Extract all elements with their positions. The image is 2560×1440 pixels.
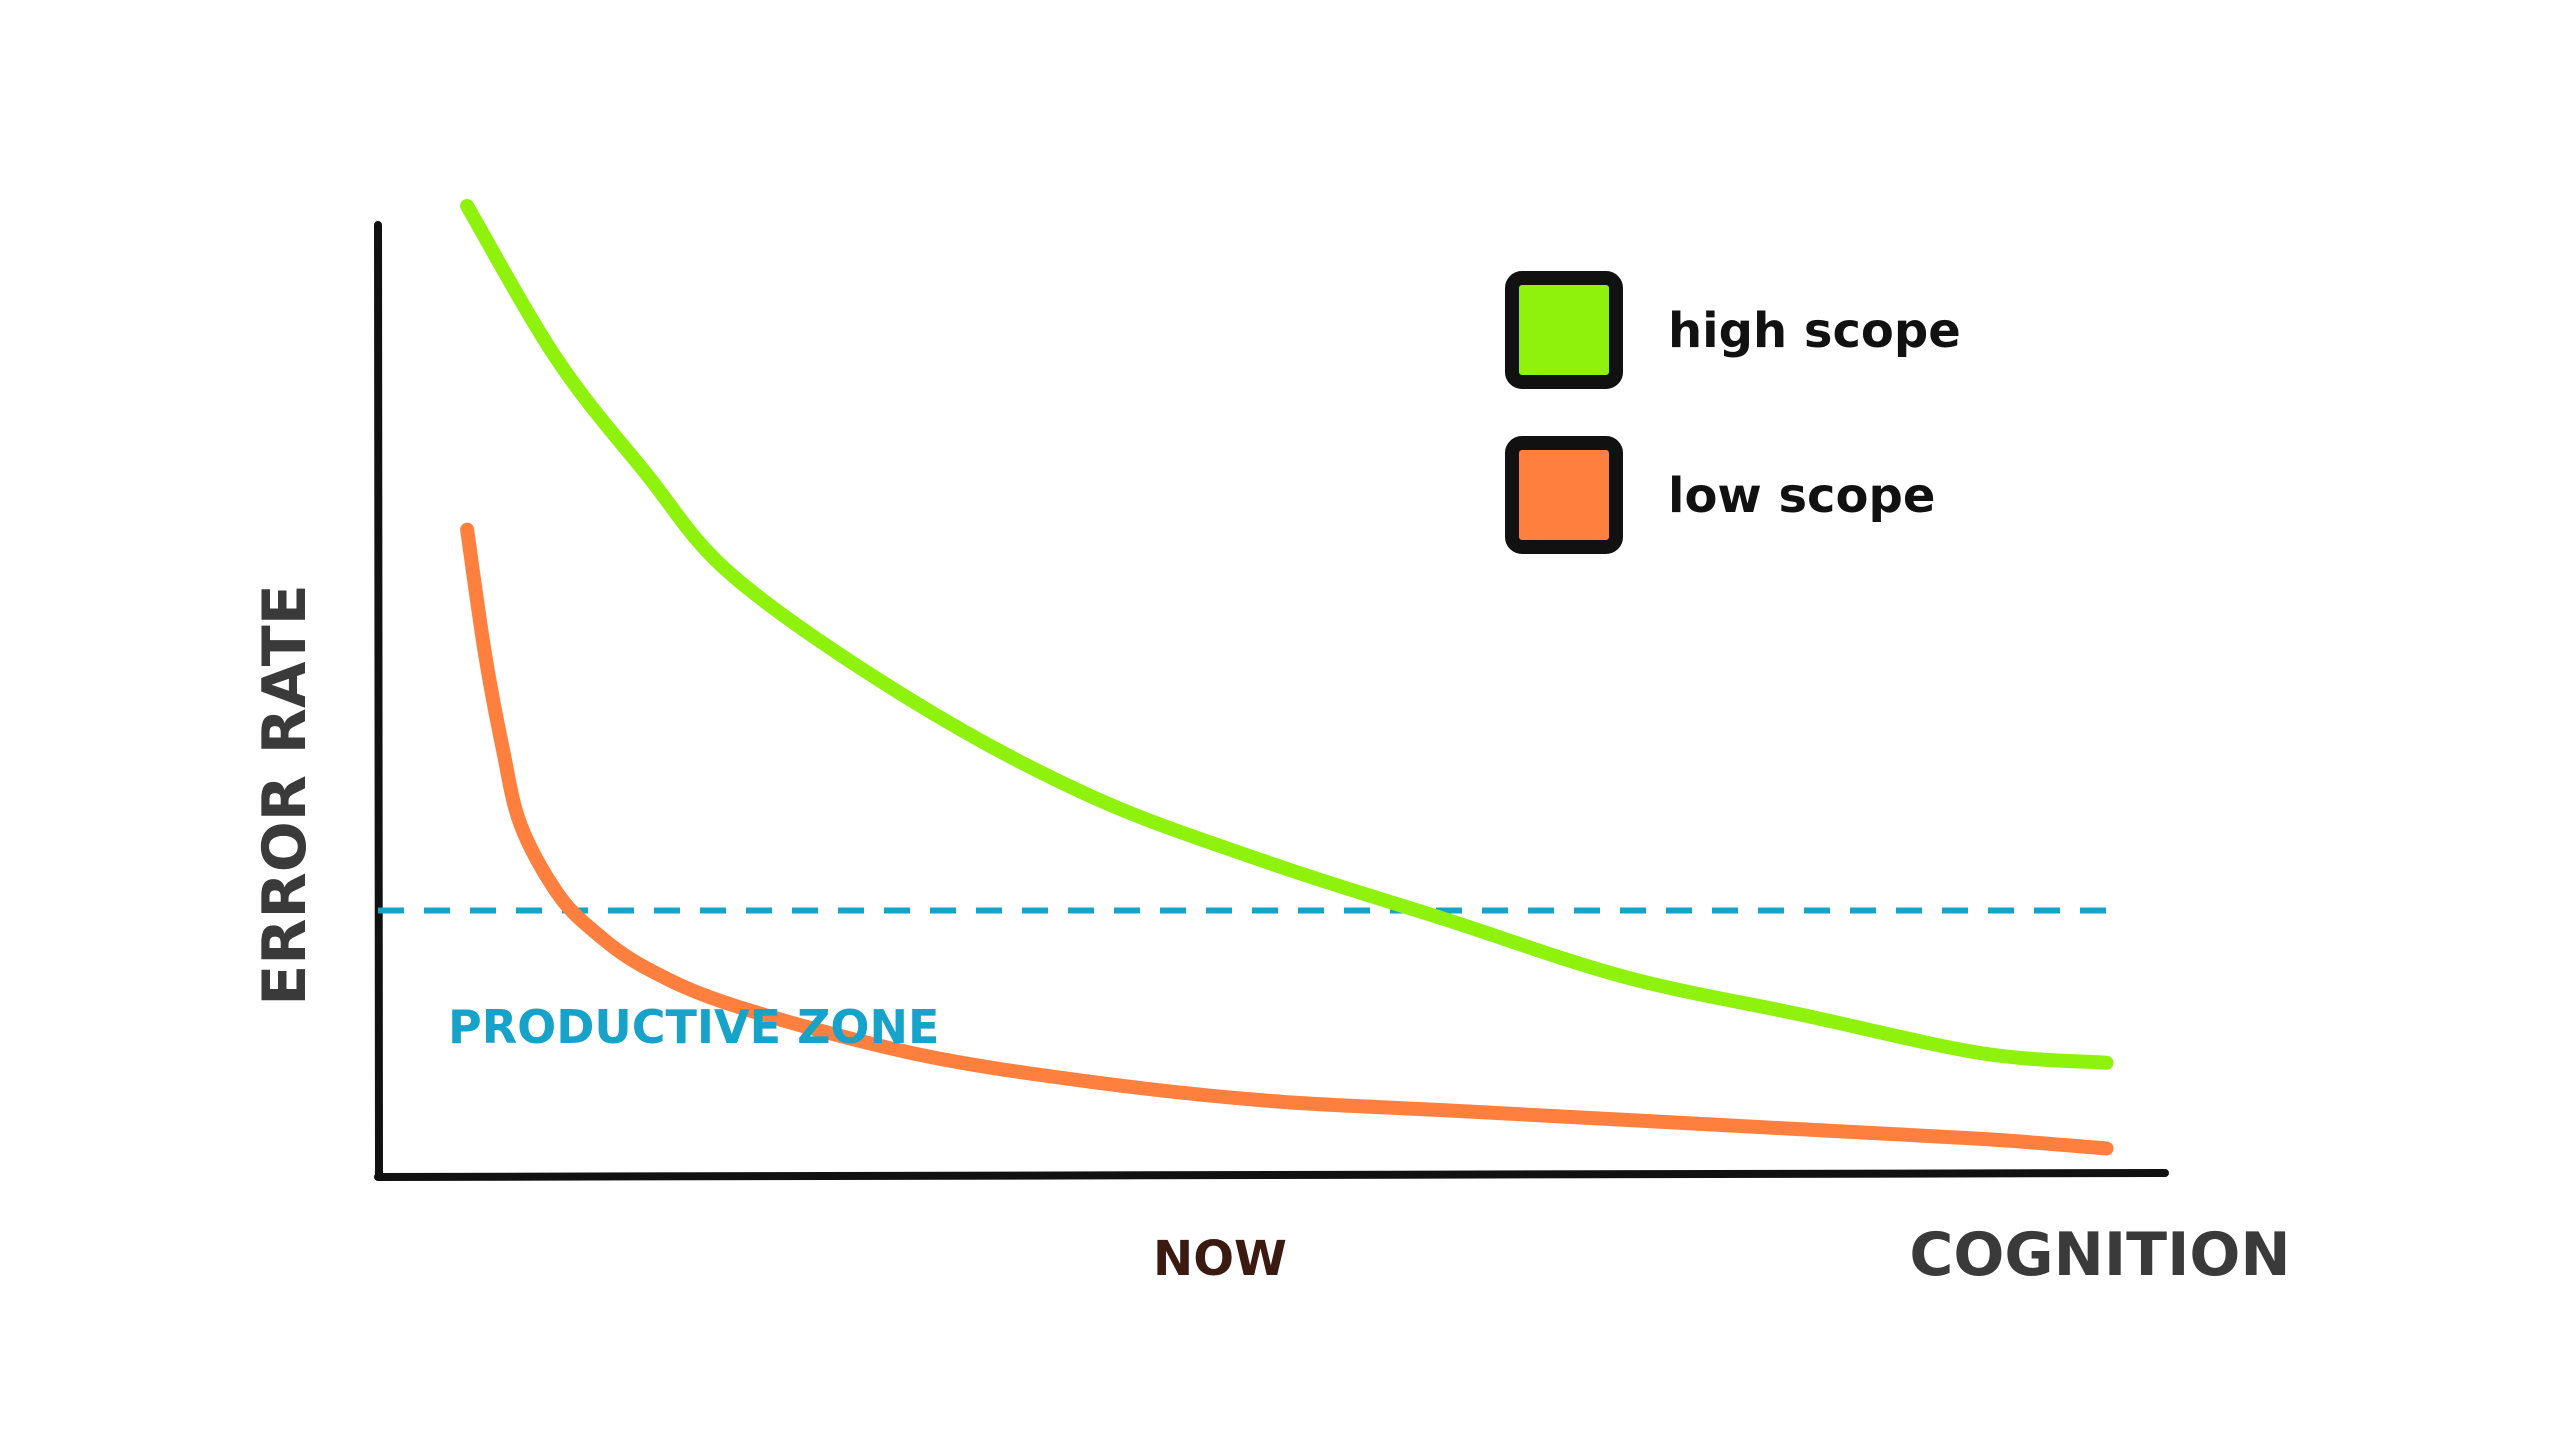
legend-layer: high scope low scope xyxy=(1505,271,1961,554)
x-axis-title: COGNITION xyxy=(1909,1220,2290,1290)
series-line-1 xyxy=(460,522,2114,1156)
axes-layer xyxy=(374,221,2169,1181)
legend-swatch-0 xyxy=(1505,271,1623,389)
legend-label-0: high scope xyxy=(1668,303,1961,359)
legend-label-1: low scope xyxy=(1668,468,1935,524)
x-axis-line xyxy=(374,1169,2169,1181)
y-axis-line xyxy=(374,221,383,1181)
productive-zone-label: PRODUCTIVE ZONE xyxy=(448,1000,939,1054)
now-marker-label: NOW xyxy=(1153,1231,1287,1287)
label-layer: ERROR RATE COGNITION PRODUCTIVE ZONE NOW xyxy=(250,584,2291,1290)
y-axis-title: ERROR RATE xyxy=(250,584,320,1005)
legend-swatch-1 xyxy=(1505,436,1623,554)
series-line-0 xyxy=(460,198,2114,1070)
series-layer xyxy=(460,198,2114,1156)
